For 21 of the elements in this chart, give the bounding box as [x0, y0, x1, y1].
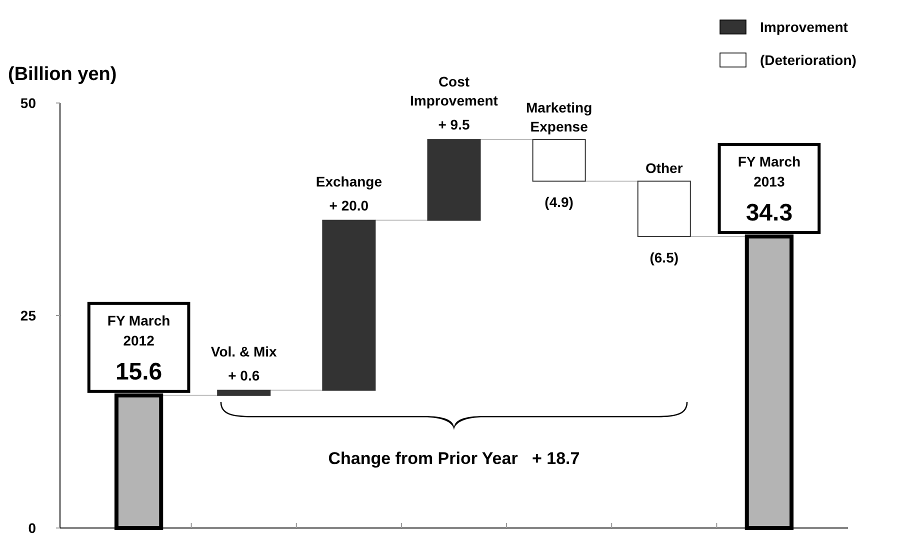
x-tick-label: Other: [645, 160, 684, 176]
data-label: + 20.0: [329, 197, 369, 214]
text: (Deterioration): [760, 52, 856, 68]
legend-label: Improvement: [760, 19, 848, 35]
data-label: 34.3: [746, 199, 793, 226]
y-axis-title: (Billion yen): [8, 64, 117, 85]
data-label: + 9.5: [438, 116, 470, 133]
y-tick-label: 25: [20, 308, 36, 324]
data-label: (4.9): [544, 194, 574, 210]
annotation: Change from Prior Year + 18.7: [328, 449, 580, 468]
data-label: 15.6: [115, 358, 162, 386]
x-tick-label: FY March 2012: [107, 312, 170, 348]
x-tick-label: Exchange: [316, 173, 382, 190]
data-label: + 0.6: [228, 367, 260, 384]
x-tick-label: FY March 2013: [738, 153, 801, 190]
x-tick-label: Vol. & Mix: [210, 343, 278, 360]
x-tick-label: Marketing Expense: [526, 100, 592, 135]
y-tick-label: 0: [28, 520, 36, 535]
x-tick-label: Cost Improvement: [410, 74, 498, 109]
data-label: (6.5): [650, 249, 679, 266]
y-tick-label: 50: [20, 95, 36, 111]
